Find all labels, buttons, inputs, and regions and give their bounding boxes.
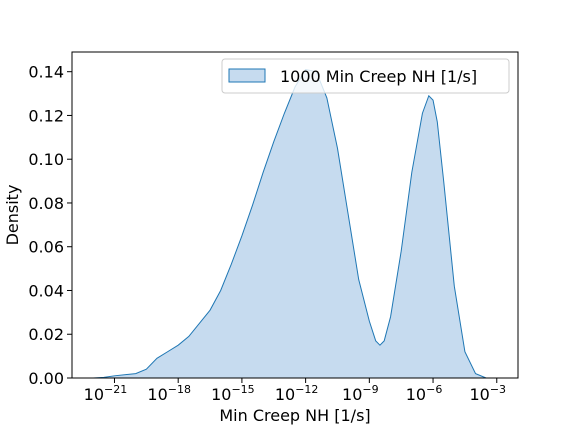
y-axis-label: Density [3, 185, 22, 246]
legend: 1000 Min Creep NH [1/s] [221, 58, 510, 94]
x-tick-label: 10−21 [84, 383, 128, 404]
y-tick-label: 0.00 [28, 369, 64, 388]
y-tick-label: 0.10 [28, 150, 64, 169]
plot-area [93, 68, 487, 379]
x-tick-label: 10−15 [211, 383, 255, 404]
y-tick-label: 0.06 [28, 238, 64, 257]
y-tick-label: 0.14 [28, 63, 64, 82]
y-tick-label: 0.08 [28, 194, 64, 213]
legend-swatch [228, 68, 266, 83]
legend-box [221, 58, 510, 94]
x-tick-label: 10−6 [406, 383, 443, 404]
legend-label: 1000 Min Creep NH [1/s] [280, 67, 477, 86]
x-axis: 10−21 10−18 10−15 10−12 10−9 10−6 10−3 [84, 378, 506, 404]
y-tick-label: 0.04 [28, 281, 64, 300]
x-axis-label: Min Creep NH [1/s] [219, 406, 370, 425]
y-tick-label: 0.12 [28, 106, 64, 125]
y-tick-label: 0.02 [28, 325, 64, 344]
x-tick-label: 10−9 [342, 383, 379, 404]
density-area [93, 69, 487, 378]
plot-frame [71, 51, 519, 379]
y-axis: 0.00 0.02 0.04 0.06 0.08 0.10 0.12 0.14 [28, 63, 72, 388]
x-tick-label: 10−12 [275, 383, 319, 404]
x-tick-label: 10−18 [147, 383, 191, 404]
x-tick-label: 10−3 [469, 383, 506, 404]
